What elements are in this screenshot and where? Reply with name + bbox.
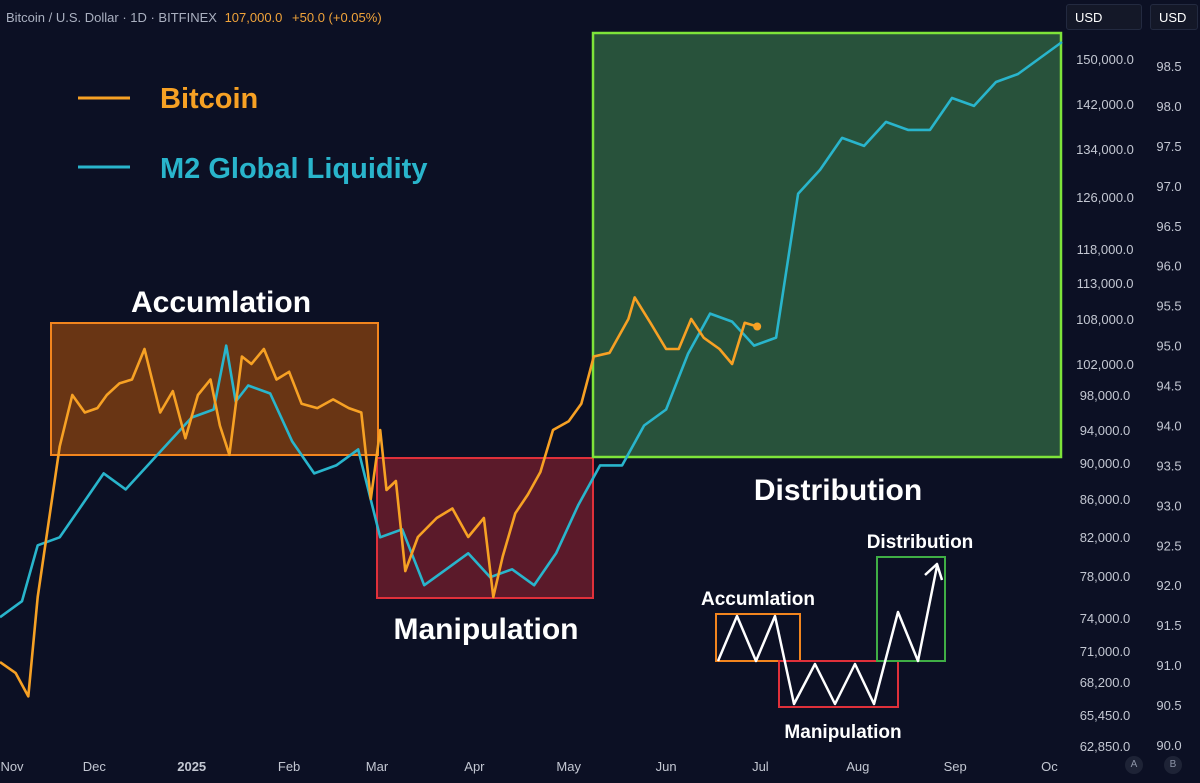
currency-selector-left[interactable]: USD xyxy=(1066,4,1142,30)
left-axis-tick: 142,000.0 xyxy=(1076,97,1134,112)
mini-manipulation-box xyxy=(778,660,899,708)
currency-left-label: USD xyxy=(1075,10,1103,25)
right-axis-tick: 94.0 xyxy=(1156,419,1181,434)
axis-b-button[interactable]: B xyxy=(1164,756,1182,774)
right-axis-tick: 95.5 xyxy=(1156,299,1181,314)
time-axis-tick: Oc xyxy=(1041,759,1058,774)
right-axis-tick: 97.0 xyxy=(1156,179,1181,194)
distribution-label: Distribution xyxy=(754,474,922,507)
left-axis-tick: 65,450.0 xyxy=(1080,708,1131,723)
left-axis-tick: 102,000.0 xyxy=(1076,357,1134,372)
symbol-header: Bitcoin / U.S. Dollar · 1D · BITFINEX 10… xyxy=(6,10,382,25)
time-axis-tick: Jun xyxy=(656,759,677,774)
right-axis-tick: 98.0 xyxy=(1156,99,1181,114)
time-axis-tick: Sep xyxy=(944,759,967,774)
left-axis-tick: 134,000.0 xyxy=(1076,142,1134,157)
auto-scale-button[interactable]: A xyxy=(1125,756,1143,774)
right-axis-tick: 98.5 xyxy=(1156,59,1181,74)
time-axis-tick: Jul xyxy=(752,759,769,774)
price-change: +50.0 (+0.05%) xyxy=(292,10,382,25)
left-axis-tick: 68,200.0 xyxy=(1080,675,1131,690)
mini-distribution-label: Distribution xyxy=(867,532,974,553)
left-axis-tick: 82,000.0 xyxy=(1080,530,1131,545)
time-axis-tick: Dec xyxy=(83,759,107,774)
left-axis-tick: 86,000.0 xyxy=(1080,492,1131,507)
right-axis: 98.5 98.0 97.5 97.0 96.5 96.0 95.5 95.0 94.5 94.0… xyxy=(1156,59,1181,753)
left-axis-tick: 94,000.0 xyxy=(1080,423,1131,438)
right-axis-tick: 93.0 xyxy=(1156,498,1181,513)
left-axis-tick: 113,000.0 xyxy=(1077,276,1134,291)
distribution-box xyxy=(591,31,1063,459)
right-axis-tick: 91.0 xyxy=(1156,658,1181,673)
left-axis-tick: 108,000.0 xyxy=(1076,312,1134,327)
mini-accumulation-label: Accumlation xyxy=(701,589,815,610)
legend: Bitcoin M2 Global Liquidity xyxy=(78,83,427,185)
time-axis-tick: May xyxy=(556,759,581,774)
bitcoin-last-point xyxy=(753,322,762,331)
mini-accumulation-box xyxy=(715,613,801,662)
right-axis-tick: 92.0 xyxy=(1156,578,1181,593)
right-axis-tick: 91.5 xyxy=(1156,618,1181,633)
left-axis-tick: 62,850.0 xyxy=(1080,739,1131,754)
right-axis-tick: 94.5 xyxy=(1156,379,1181,394)
left-axis-tick: 98,000.0 xyxy=(1080,388,1131,403)
left-axis-tick: 90,000.0 xyxy=(1080,456,1131,471)
currency-selector-right[interactable]: USD xyxy=(1150,4,1198,30)
legend-label-m2: M2 Global Liquidity xyxy=(160,153,427,185)
left-axis-tick: 126,000.0 xyxy=(1076,190,1134,205)
left-axis-tick: 78,000.0 xyxy=(1080,569,1131,584)
left-axis-tick: 118,000.0 xyxy=(1077,242,1134,257)
time-axis-tick: Feb xyxy=(278,759,300,774)
last-price: 107,000.0 xyxy=(224,10,283,25)
currency-right-label: USD xyxy=(1159,10,1187,25)
time-axis-tick: 2025 xyxy=(177,759,206,774)
mini-distribution-box xyxy=(876,556,946,662)
accumulation-box xyxy=(50,322,379,456)
m2-liquidity-line xyxy=(0,40,1063,619)
time-axis: Nov Dec 2025 Feb Mar Apr May Jun Jul Aug Sep Oc xyxy=(0,759,1058,774)
left-axis-tick: 150,000.0 xyxy=(1076,52,1134,67)
manipulation-label: Manipulation xyxy=(394,613,579,646)
right-axis-tick: 96.5 xyxy=(1156,219,1181,234)
bitcoin-line xyxy=(0,296,758,698)
auto-scale-label: A xyxy=(1130,759,1138,770)
series-layer xyxy=(0,40,1063,698)
right-axis-tick: 92.5 xyxy=(1156,538,1181,553)
symbol-text: Bitcoin / U.S. Dollar · 1D · BITFINEX xyxy=(6,10,217,25)
right-axis-tick: 90.5 xyxy=(1156,698,1181,713)
accumulation-label: Accumlation xyxy=(131,286,311,319)
right-axis-tick: 90.0 xyxy=(1156,738,1181,753)
mini-manipulation-label: Manipulation xyxy=(784,722,901,743)
axis-b-label: B xyxy=(1169,759,1177,770)
time-axis-tick: Nov xyxy=(0,759,24,774)
time-axis-tick: Apr xyxy=(464,759,485,774)
right-axis-tick: 97.5 xyxy=(1156,139,1181,154)
mini-price-path xyxy=(716,565,939,706)
right-axis-tick: 95.0 xyxy=(1156,339,1181,354)
left-axis-tick: 71,000.0 xyxy=(1080,644,1131,659)
mini-diagram: Accumlation Manipulation Distribution xyxy=(701,532,973,743)
left-axis-tick: 74,000.0 xyxy=(1080,611,1131,626)
legend-label-bitcoin: Bitcoin xyxy=(160,83,258,115)
left-axis: 150,000.0 142,000.0 134,000.0 126,000.0 118,… xyxy=(1076,52,1134,754)
right-axis-tick: 96.0 xyxy=(1156,259,1181,274)
time-axis-tick: Mar xyxy=(366,759,389,774)
mini-arrow-head xyxy=(924,562,944,581)
time-axis-tick: Aug xyxy=(846,759,869,774)
right-axis-tick: 93.5 xyxy=(1156,458,1181,473)
